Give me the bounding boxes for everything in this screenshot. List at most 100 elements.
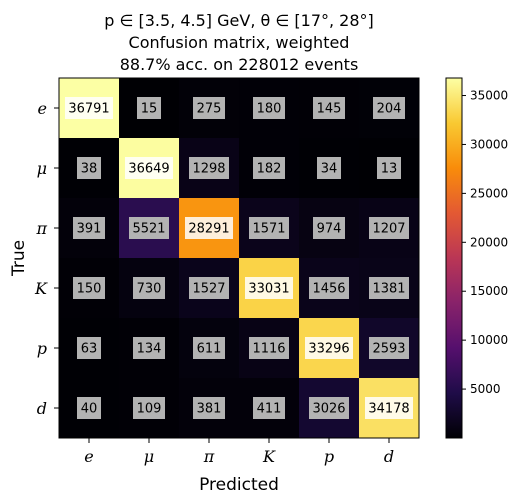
cell-label-background: [129, 217, 169, 239]
cell-label-background: [137, 97, 161, 119]
colorbar-tick-label: 15000: [470, 284, 508, 298]
cell-label-background: [193, 97, 225, 119]
cell-value-label: 204: [377, 102, 402, 117]
cell-value-label: 36649: [128, 162, 169, 177]
cell-label-background: [133, 397, 165, 419]
cell-value-label: 3026: [312, 402, 345, 417]
cell-label-background: [309, 277, 349, 299]
colorbar-ticks: 5000 10000 15000 20000 25000 30000 35000: [462, 89, 508, 396]
cell-value-label: 34178: [368, 402, 409, 417]
y-tick-label: d: [37, 399, 47, 418]
cell-value-label: 730: [137, 282, 162, 297]
y-tick-label: K: [34, 279, 48, 298]
cell-value-label: 13: [381, 162, 398, 177]
cell-value-label: 1571: [252, 222, 285, 237]
cell-value-label: 391: [77, 222, 102, 237]
x-tick-label: d: [384, 447, 394, 466]
cell-value-label: 5521: [132, 222, 165, 237]
x-tick-label: π: [203, 447, 215, 466]
cell-label-background: [77, 337, 101, 359]
cell-value-label: 15: [141, 102, 158, 117]
cell-value-label: 38: [81, 162, 98, 177]
y-tick-label: π: [35, 219, 47, 238]
title-line-2: Confusion matrix, weighted: [129, 33, 350, 52]
cell-value-label: 180: [257, 102, 282, 117]
y-axis-ticks: e μ π Kp d: [34, 99, 59, 418]
cell-label-background: [65, 97, 113, 119]
cell-label-background: [193, 337, 225, 359]
cell-label-background: [317, 157, 341, 179]
heatmap-cells: [59, 78, 419, 438]
x-tick-label: p: [324, 447, 334, 466]
cell-value-label: 36791: [68, 102, 109, 117]
chart-title: p ∈ [3.5, 4.5] GeV, θ ∈ [17°, 28°] Confu…: [104, 11, 374, 74]
cell-label-background: [189, 157, 229, 179]
cell-value-label: 411: [257, 402, 282, 417]
cell-label-background: [369, 277, 409, 299]
colorbar-tick-label: 25000: [470, 186, 508, 200]
cell-label-background: [369, 337, 409, 359]
cell-value-label: 33031: [248, 282, 289, 297]
cell-label-background: [369, 217, 409, 239]
heatmap-cell-labels: 36791 15 275 180 145 204 38 36649 1298 182 34 13 391…: [65, 97, 413, 419]
x-tick-label: K: [262, 447, 276, 466]
cell-value-label: 40: [81, 402, 98, 417]
cell-value-label: 974: [317, 222, 342, 237]
colorbar-tick-label: 30000: [470, 137, 508, 151]
cell-label-background: [253, 157, 285, 179]
cell-value-label: 109: [137, 402, 162, 417]
plot-frame: [58, 77, 420, 439]
cell-value-label: 1527: [192, 282, 225, 297]
cell-value-label: 34: [321, 162, 338, 177]
cell-label-background: [133, 337, 165, 359]
cell-label-background: [125, 157, 173, 179]
cell-value-label: 275: [197, 102, 222, 117]
y-tick-label: e: [38, 99, 47, 118]
cell-label-background: [77, 157, 101, 179]
title-line-1: p ∈ [3.5, 4.5] GeV, θ ∈ [17°, 28°]: [104, 11, 374, 30]
x-tick-label: μ: [144, 447, 154, 466]
cell-value-label: 1207: [372, 222, 405, 237]
colorbar-tick-label: 10000: [470, 333, 508, 347]
cell-value-label: 1116: [252, 342, 285, 357]
x-tick-label: e: [84, 447, 93, 466]
y-axis-label: True: [9, 240, 29, 277]
cell-value-label: 63: [81, 342, 98, 357]
x-axis-label: Predicted: [199, 475, 279, 495]
cell-label-background: [377, 157, 401, 179]
cell-value-label: 1381: [372, 282, 405, 297]
cell-value-label: 28291: [188, 222, 229, 237]
cell-value-label: 33296: [308, 342, 349, 357]
cell-label-background: [253, 97, 285, 119]
colorbar-tick-label: 35000: [470, 89, 508, 103]
y-tick-label: μ: [37, 159, 47, 178]
cell-label-background: [249, 337, 289, 359]
cell-label-background: [313, 217, 345, 239]
cell-value-label: 182: [257, 162, 282, 177]
colorbar: [445, 77, 463, 439]
cell-value-label: 145: [317, 102, 342, 117]
cell-label-background: [73, 277, 105, 299]
colorbar-tick-label: 20000: [470, 235, 508, 249]
cell-value-label: 2593: [372, 342, 405, 357]
cell-label-background: [73, 217, 105, 239]
cell-label-background: [133, 277, 165, 299]
cell-label-background: [193, 397, 225, 419]
cell-label-background: [253, 397, 285, 419]
cell-value-label: 150: [77, 282, 102, 297]
y-tick-label: p: [37, 339, 47, 358]
cell-label-background: [313, 97, 345, 119]
cell-label-background: [373, 97, 405, 119]
cell-label-background: [189, 277, 229, 299]
cell-label-background: [309, 397, 349, 419]
cell-label-background: [77, 397, 101, 419]
cell-value-label: 134: [137, 342, 162, 357]
cell-label-background: [249, 217, 289, 239]
cell-value-label: 1298: [192, 162, 225, 177]
cell-label-background: [365, 397, 413, 419]
cell-value-label: 381: [197, 402, 222, 417]
cell-value-label: 1456: [312, 282, 345, 297]
cell-label-background: [185, 217, 233, 239]
